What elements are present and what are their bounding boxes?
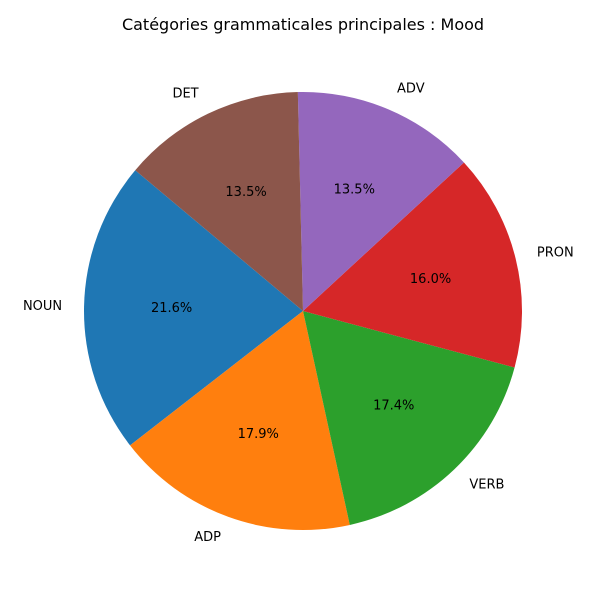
chart-title: Catégories grammaticales principales : M… [122, 15, 484, 34]
pie-slice-det [135, 92, 303, 311]
category-labels: NOUN ADP VERB PRON ADV DET [23, 82, 574, 545]
category-label-det: DET [172, 86, 198, 101]
pct-label-pron: 16.0% [410, 272, 451, 287]
category-label-noun: NOUN [23, 299, 62, 314]
pct-label-det: 13.5% [225, 185, 266, 200]
pct-label-adv: 13.5% [334, 183, 375, 198]
pie-slice-verb [303, 311, 515, 525]
category-label-adv: ADV [397, 82, 425, 97]
pct-label-verb: 17.4% [373, 399, 414, 414]
pie-slices [84, 92, 522, 530]
category-label-verb: VERB [469, 478, 504, 493]
category-label-adp: ADP [194, 530, 221, 545]
pie-slice-pron [303, 162, 522, 368]
category-label-pron: PRON [537, 246, 574, 261]
pie-slice-adv [297, 92, 464, 311]
pie-slice-adp [130, 311, 350, 530]
pct-label-noun: 21.6% [151, 301, 192, 316]
pct-label-adp: 17.9% [238, 427, 279, 442]
percentage-labels: 21.6% 17.9% 17.4% 16.0% 13.5% 13.5% [151, 183, 451, 443]
pie-slice-noun [84, 170, 303, 446]
